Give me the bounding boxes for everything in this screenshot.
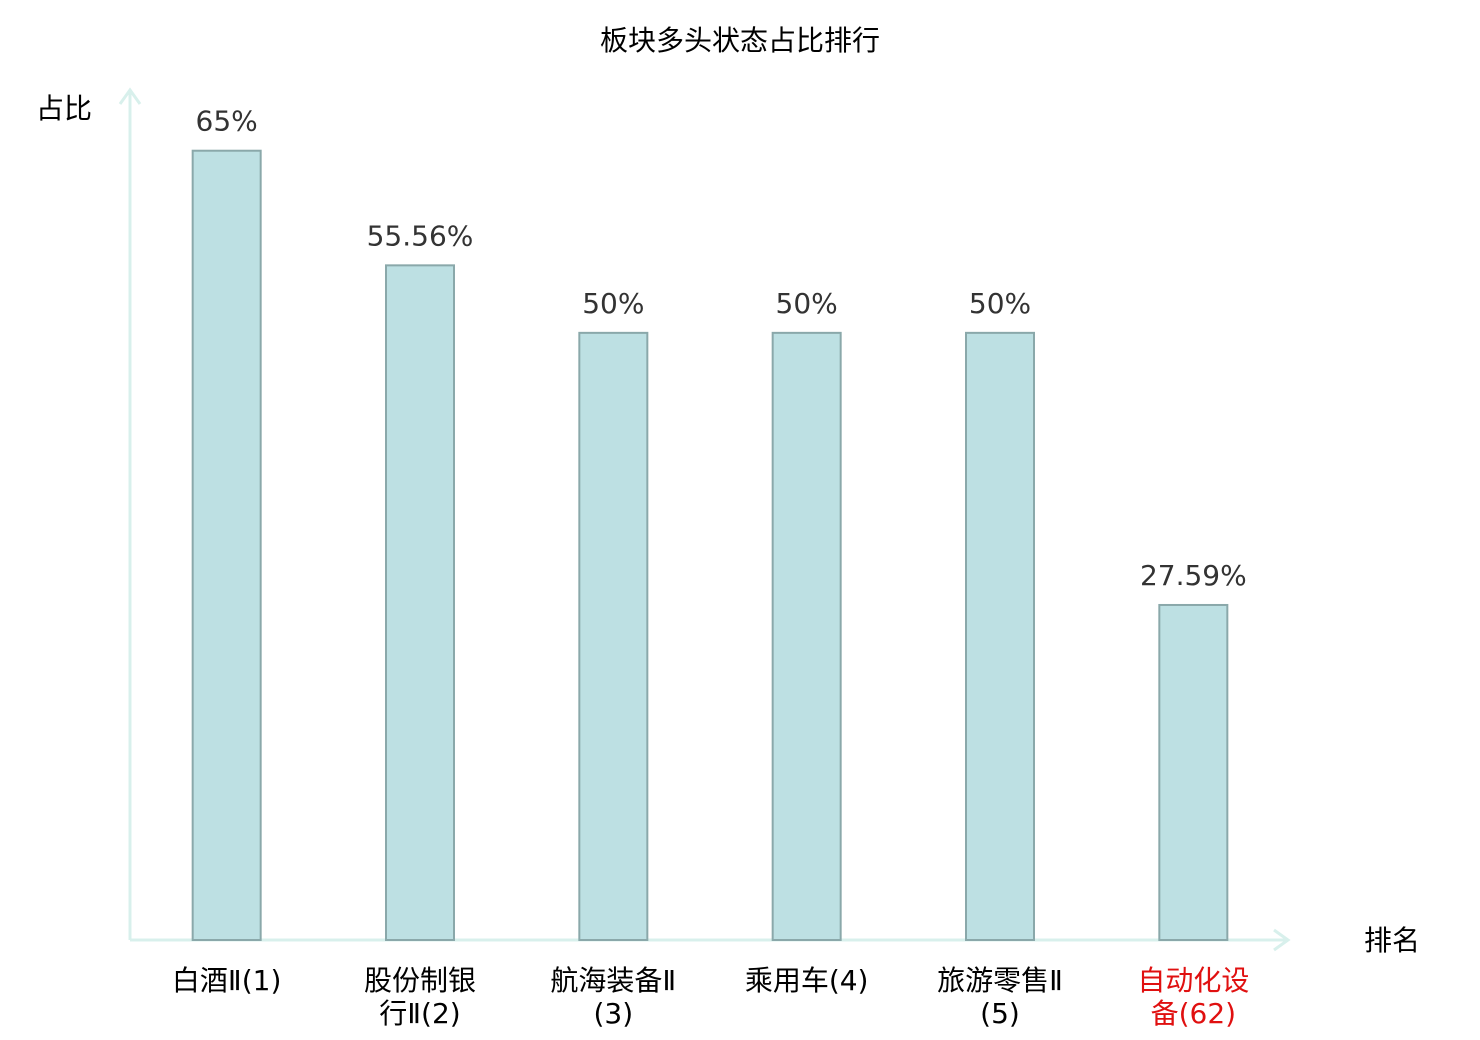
bar: [965, 331, 1035, 942]
value-label: 50%: [776, 287, 838, 320]
y-arrow: [118, 87, 142, 105]
x-tick-label: 航海装备Ⅱ(3): [550, 964, 677, 1030]
x-tick-label: 股份制银行Ⅱ(2): [363, 964, 476, 1030]
value-label: 65%: [196, 105, 258, 138]
x-axis-label: 排名: [1364, 924, 1420, 957]
bar: [578, 331, 649, 942]
value-label: 27.59%: [1140, 559, 1247, 592]
bar: [771, 331, 842, 942]
bar: [1158, 603, 1229, 941]
y-axis-label: 占比: [36, 92, 92, 125]
axes: [118, 87, 1291, 952]
chart-title: 板块多头状态占比排行: [600, 24, 880, 57]
value-label: 55.56%: [367, 219, 474, 252]
value-label: 50%: [582, 287, 644, 320]
x-tick-label: 旅游零售Ⅱ(5): [937, 964, 1063, 1030]
bar: [385, 264, 455, 942]
value-label: 50%: [969, 287, 1031, 320]
bar: [191, 149, 262, 941]
x-tick-label: 自动化设备(62): [1137, 964, 1250, 1030]
x-arrow: [1273, 928, 1291, 952]
x-tick-label: 白酒Ⅱ(1): [171, 964, 282, 997]
x-tick-label: 乘用车(4): [744, 964, 869, 997]
